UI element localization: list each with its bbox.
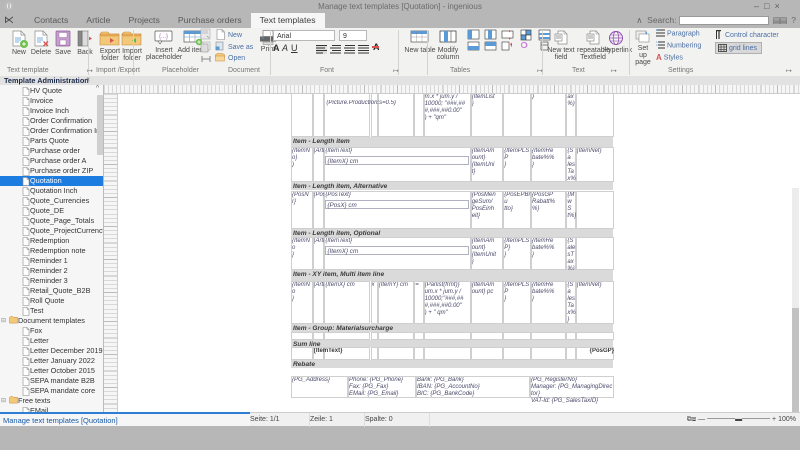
svg-text:{...}: {...} bbox=[159, 34, 168, 40]
svg-text:2: 2 bbox=[656, 43, 658, 47]
